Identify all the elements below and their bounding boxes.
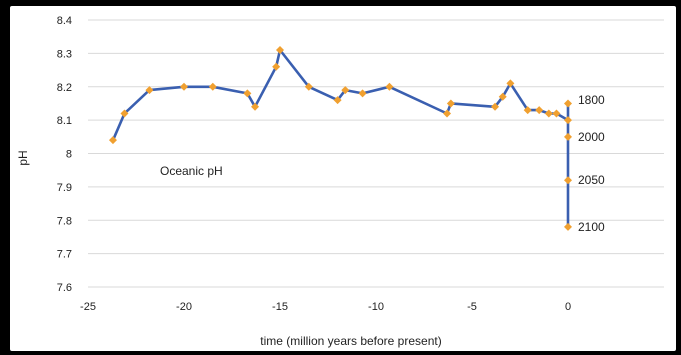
y-tick-label: 8.3: [57, 48, 72, 60]
y-tick-label: 8.2: [57, 82, 72, 94]
data-point: [341, 86, 350, 95]
year-label: 2050: [578, 173, 605, 187]
x-tick-label: -15: [272, 301, 288, 313]
data-point: [243, 89, 252, 98]
data-point: [272, 62, 281, 71]
data-point: [276, 46, 284, 55]
data-point: [446, 99, 455, 108]
oceanic-ph-annotation: Oceanic pH: [160, 164, 223, 178]
x-tick-label: 0: [565, 301, 571, 313]
data-points: [108, 46, 572, 231]
data-point: [564, 99, 572, 108]
data-point: [443, 109, 452, 118]
x-tick-label: -25: [80, 301, 96, 313]
data-point: [564, 116, 572, 125]
data-point: [385, 82, 394, 91]
year-labels: 1800 2000 2050 2100: [578, 93, 605, 234]
series-line: [111, 48, 570, 227]
y-tick-label: 7.8: [57, 215, 72, 227]
data-point: [333, 96, 342, 105]
data-point: [180, 82, 188, 91]
data-point: [120, 109, 129, 118]
data-point: [564, 176, 572, 185]
data-point: [506, 79, 515, 88]
y-tick-labels: 7.6 7.7 7.8 7.9 8 8.1 8.2 8.3 8.4: [57, 15, 72, 294]
data-point: [544, 109, 553, 118]
gridlines: [88, 19, 664, 288]
data-point: [145, 86, 154, 95]
x-tick-label: -10: [368, 301, 384, 313]
year-label: 2000: [578, 130, 605, 144]
x-axis-label: time (million years before present): [260, 334, 441, 348]
data-point: [358, 89, 367, 98]
y-tick-label: 7.6: [57, 282, 72, 294]
ph-line-chart: 7.6 7.7 7.8 7.9 8 8.1 8.2 8.3 8.4 -25 -20 -15 -10 -5…: [16, 15, 664, 348]
data-point: [491, 102, 500, 111]
y-axis-label: pH: [16, 150, 30, 165]
data-point: [304, 82, 313, 91]
x-tick-label: -5: [467, 301, 477, 313]
year-label: 2100: [578, 220, 605, 234]
data-point: [564, 132, 572, 141]
data-point: [552, 109, 561, 118]
y-tick-label: 8: [66, 149, 72, 161]
y-tick-label: 8.4: [57, 15, 72, 27]
data-point: [535, 106, 544, 115]
data-point: [108, 136, 117, 145]
y-tick-label: 7.7: [57, 249, 72, 261]
y-tick-label: 8.1: [57, 115, 72, 127]
data-point: [208, 82, 217, 91]
data-point: [251, 102, 260, 111]
x-tick-label: -20: [176, 301, 192, 313]
year-label: 1800: [578, 93, 605, 107]
data-point: [523, 106, 532, 115]
x-tick-labels: -25 -20 -15 -10 -5 0: [80, 301, 571, 313]
chart-panel: 7.6 7.7 7.8 7.9 8 8.1 8.2 8.3 8.4 -25 -20 -15 -10 -5…: [10, 6, 676, 351]
data-point: [564, 222, 572, 231]
data-point: [498, 92, 507, 101]
y-tick-label: 7.9: [57, 182, 72, 194]
